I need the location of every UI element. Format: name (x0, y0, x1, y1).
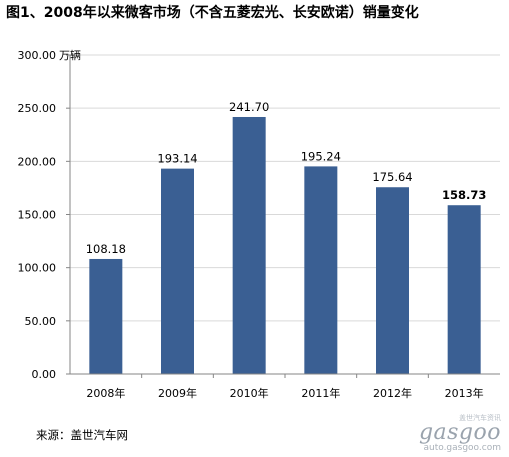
x-tick-label: 2009年 (158, 386, 197, 400)
x-tick-label: 2012年 (373, 386, 412, 400)
bars (89, 116, 481, 374)
watermark-logo: gasgoo (418, 420, 501, 445)
gridlines (70, 54, 500, 322)
bar-2 (161, 168, 194, 374)
source-note: 来源：盖世汽车网 (36, 428, 128, 442)
data-label: 241.70 (229, 100, 269, 114)
x-tick-label: 2011年 (301, 386, 340, 400)
bar-5 (376, 187, 409, 374)
data-labels: 108.18 193.14 241.70 195.24 175.64 158.73 (86, 100, 487, 256)
data-label: 195.24 (301, 149, 341, 163)
y-tick-label: 150.00 (18, 209, 57, 222)
data-label: 108.18 (86, 242, 126, 256)
data-label: 175.64 (372, 170, 412, 184)
chart-title: 图1、2008年以来微客市场（不含五菱宏光、长安欧诺）销量变化 (6, 5, 419, 21)
y-tick-label: 300.00 (18, 49, 57, 62)
data-label: 158.73 (442, 188, 486, 202)
x-tick-label: 2013年 (445, 386, 484, 400)
y-tick-label: 100.00 (18, 262, 57, 275)
watermark-top-text: 盖世汽车资讯 (459, 414, 501, 422)
bar-4 (304, 166, 338, 374)
watermark-url: auto.gasgoo.com (423, 443, 501, 453)
gasgoo-watermark: 盖世汽车资讯 gasgoo auto.gasgoo.com (419, 415, 501, 453)
y-tick-label: 200.00 (18, 155, 57, 168)
y-tick-label: 0.00 (32, 368, 57, 381)
axes: 0.0050.00100.00150.00200.00250.00300.00万… (18, 48, 500, 400)
bar-3 (232, 116, 266, 374)
data-label: 193.14 (157, 152, 197, 166)
bar-1 (89, 258, 123, 374)
bar-6 (447, 205, 481, 374)
y-tick-label: 50.00 (25, 315, 57, 328)
y-tick-label: 250.00 (18, 102, 57, 115)
x-tick-label: 2010年 (230, 386, 269, 400)
x-tick-label: 2008年 (86, 386, 125, 400)
